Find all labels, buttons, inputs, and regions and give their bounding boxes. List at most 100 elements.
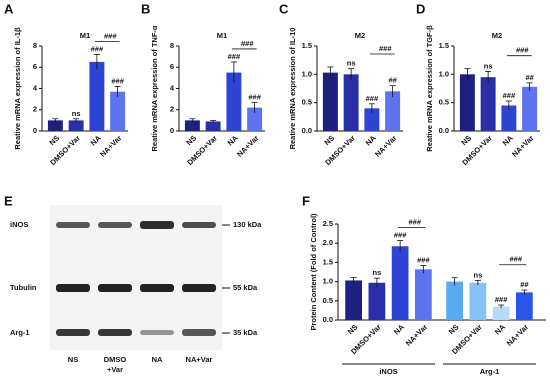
significance-label: ### bbox=[366, 94, 379, 103]
bar bbox=[391, 246, 409, 320]
y-tick-label: 4 bbox=[170, 83, 175, 92]
bar bbox=[345, 280, 362, 320]
protein-label: iNOS bbox=[10, 220, 28, 229]
y-tick-label: 6 bbox=[170, 62, 174, 71]
bar bbox=[226, 72, 242, 131]
lane-label: DMSO bbox=[104, 355, 127, 364]
significance-label: ### bbox=[503, 91, 516, 100]
size-label: 55 kDa bbox=[233, 283, 258, 292]
size-label: 130 kDa bbox=[233, 220, 262, 229]
panel-letter: F bbox=[302, 193, 310, 208]
lane-label: NA+Var bbox=[186, 355, 213, 364]
bar bbox=[247, 107, 263, 131]
significance-label: ## bbox=[388, 76, 397, 85]
significance-label: ns bbox=[473, 270, 482, 279]
y-tick-label: 1.0 bbox=[323, 277, 333, 286]
comparison-label: ### bbox=[516, 46, 529, 55]
x-tick-label: NA bbox=[89, 133, 103, 147]
bar bbox=[415, 269, 432, 320]
y-tick-label: 1.5 bbox=[439, 41, 449, 50]
comparison-label: ### bbox=[104, 31, 117, 40]
panel-letter: E bbox=[4, 193, 13, 208]
bar bbox=[343, 74, 359, 131]
bar bbox=[516, 292, 533, 320]
y-tick-label: 1.0 bbox=[302, 69, 312, 78]
y-tick-label: 0.0 bbox=[323, 315, 333, 324]
size-label: 35 kDa bbox=[233, 328, 258, 337]
bar bbox=[480, 77, 496, 131]
panel-letter: C bbox=[279, 1, 289, 16]
significance-label: ns bbox=[347, 59, 356, 68]
x-tick-label: NA bbox=[226, 133, 240, 147]
comparison-label: ### bbox=[241, 39, 254, 48]
y-tick-label: 1.5 bbox=[302, 41, 312, 50]
significance-label: ### bbox=[91, 44, 104, 53]
y-tick-label: 0 bbox=[33, 126, 37, 135]
y-tick-label: 8 bbox=[33, 41, 37, 50]
x-tick-label: NA+Var bbox=[510, 133, 535, 158]
bar bbox=[446, 281, 463, 320]
y-tick-label: 0.0 bbox=[302, 126, 312, 135]
x-tick-label: NA+Var bbox=[235, 133, 260, 158]
y-axis-label: Reative mRNA expression of TNF-α bbox=[150, 25, 159, 151]
chart-title: M1 bbox=[217, 31, 227, 40]
bar bbox=[68, 120, 84, 131]
blot-membrane bbox=[50, 205, 222, 350]
x-tick-label: NS bbox=[47, 133, 61, 147]
significance-label: ### bbox=[394, 230, 407, 239]
x-tick-label: NA bbox=[493, 322, 507, 336]
x-tick-label: NA+Var bbox=[98, 133, 123, 158]
bar bbox=[469, 282, 487, 320]
y-tick-label: 2.0 bbox=[323, 238, 333, 247]
y-tick-label: 0.5 bbox=[439, 98, 449, 107]
bar bbox=[385, 91, 401, 131]
lane-label: NA bbox=[152, 355, 163, 364]
bar bbox=[459, 74, 475, 131]
y-tick-label: 0.5 bbox=[323, 296, 333, 305]
x-tick-label: NS bbox=[322, 133, 336, 147]
y-tick-label: 0.0 bbox=[439, 126, 449, 135]
panel-letter: A bbox=[4, 1, 14, 16]
y-axis-label: Protein Content (Fold of Control) bbox=[309, 213, 318, 331]
bar bbox=[368, 282, 386, 320]
significance-label: ## bbox=[520, 280, 529, 289]
x-tick-label: NA+Var bbox=[404, 322, 429, 347]
x-tick-label: NS bbox=[459, 133, 473, 147]
comparison-label: ### bbox=[408, 217, 421, 226]
blot-bands bbox=[56, 221, 216, 336]
significance-label: ### bbox=[417, 255, 430, 264]
y-tick-label: 2.5 bbox=[323, 219, 333, 228]
protein-label: Tubulin bbox=[10, 283, 37, 292]
x-tick-label: NS bbox=[346, 322, 360, 336]
western-blot bbox=[50, 205, 222, 350]
significance-label: ns bbox=[372, 268, 381, 277]
bar bbox=[110, 91, 126, 131]
significance-label: ### bbox=[228, 52, 241, 61]
bar bbox=[364, 108, 380, 131]
protein-label: Arg-1 bbox=[10, 328, 30, 337]
chart-title: M2 bbox=[355, 31, 365, 40]
x-tick-label: NS bbox=[184, 133, 198, 147]
y-tick-label: 1.5 bbox=[323, 257, 333, 266]
bar bbox=[47, 120, 63, 131]
y-tick-label: 2 bbox=[33, 105, 37, 114]
y-axis-label: Reative mRNA expression of IL-10 bbox=[288, 28, 297, 150]
y-tick-label: 2 bbox=[170, 105, 174, 114]
significance-label: ns bbox=[72, 109, 81, 118]
panel-letter: B bbox=[141, 1, 150, 16]
chart-title: M1 bbox=[80, 31, 90, 40]
lane-label: +Var bbox=[107, 365, 123, 374]
x-tick-label: NS bbox=[447, 322, 461, 336]
bar bbox=[492, 306, 510, 320]
significance-label: ### bbox=[111, 76, 124, 85]
x-tick-label: NA bbox=[501, 133, 515, 147]
significance-label: ### bbox=[495, 295, 508, 304]
x-tick-label: NA bbox=[364, 133, 378, 147]
comparison-label: ### bbox=[379, 44, 392, 53]
bar bbox=[205, 121, 221, 131]
bar bbox=[522, 86, 538, 131]
y-tick-label: 4 bbox=[33, 83, 38, 92]
y-tick-label: 8 bbox=[170, 41, 174, 50]
chart-title: M2 bbox=[492, 31, 502, 40]
panel-letter: D bbox=[416, 1, 425, 16]
